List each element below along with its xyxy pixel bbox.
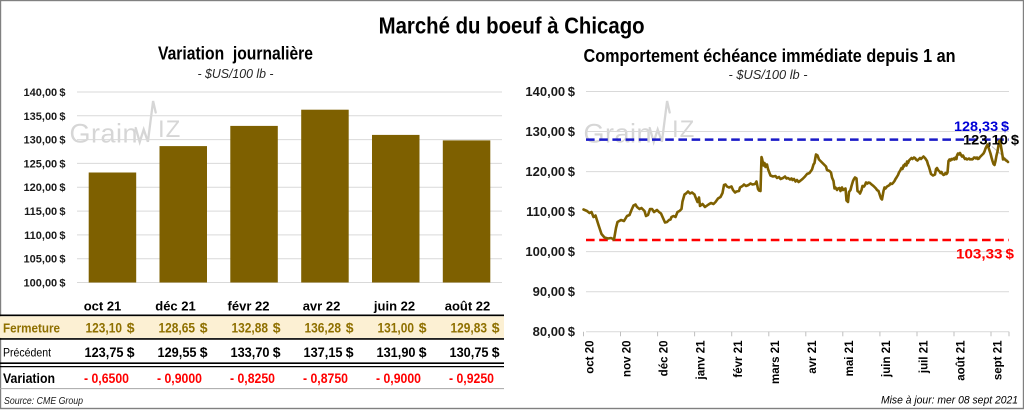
svg-text:Grain: Grain — [70, 119, 139, 149]
svg-text:130,00 $: 130,00 $ — [24, 135, 66, 147]
svg-text:avr 21: avr 21 — [807, 340, 819, 374]
svg-text:$: $ — [127, 319, 135, 335]
svg-text:janv 21: janv 21 — [696, 340, 708, 381]
svg-text:Source: CME Group: Source: CME Group — [4, 396, 83, 407]
svg-text:déc 20: déc 20 — [659, 341, 671, 377]
svg-text:Variation: Variation — [3, 371, 55, 386]
svg-text:103,33 $: 103,33 $ — [956, 246, 1014, 262]
svg-text:132,88: 132,88 — [232, 319, 269, 335]
svg-text:juin 22: juin 22 — [373, 299, 415, 314]
svg-text:févr 21: févr 21 — [733, 340, 745, 378]
svg-text:105,00 $: 105,00 $ — [24, 254, 66, 266]
svg-text:$: $ — [492, 344, 500, 360]
svg-text:Précédent: Précédent — [3, 346, 52, 360]
svg-text:135,00 $: 135,00 $ — [24, 111, 66, 123]
svg-text:$: $ — [346, 319, 354, 335]
svg-text:nov 20: nov 20 — [622, 341, 634, 377]
svg-text:IZ: IZ — [672, 116, 695, 143]
svg-text:128,65: 128,65 — [159, 319, 196, 335]
svg-text:123,10: 123,10 — [86, 319, 123, 335]
svg-text:IZ: IZ — [158, 116, 181, 143]
svg-text:sept 21: sept 21 — [993, 340, 1005, 380]
svg-text:août 22: août 22 — [445, 299, 491, 314]
svg-text:128,33 $: 128,33 $ — [954, 118, 1009, 134]
svg-text:$: $ — [273, 344, 281, 360]
svg-text:100,00 $: 100,00 $ — [525, 244, 575, 259]
svg-text:120,00 $: 120,00 $ — [24, 182, 66, 194]
svg-text:déc 21: déc 21 — [155, 299, 195, 314]
svg-text:- 0,9000: - 0,9000 — [157, 370, 202, 386]
svg-text:131,90: 131,90 — [377, 344, 416, 360]
svg-text:115,00 $: 115,00 $ — [24, 206, 65, 218]
svg-text:$: $ — [346, 344, 354, 360]
svg-text:136,28: 136,28 — [305, 319, 342, 335]
svg-text:$: $ — [200, 344, 208, 360]
svg-text:Grain: Grain — [584, 119, 653, 149]
svg-text:- 0,8250: - 0,8250 — [230, 370, 275, 386]
svg-text:Variation journalière: Variation journalière — [158, 44, 313, 64]
svg-text:Comportement échéance immédiat: Comportement échéance immédiate depuis 1… — [584, 46, 956, 66]
svg-text:130,75: 130,75 — [450, 344, 489, 360]
svg-text:129,83: 129,83 — [451, 319, 488, 335]
svg-text:- $US/100 lb -: - $US/100 lb - — [729, 67, 809, 82]
svg-text:$: $ — [419, 319, 427, 335]
svg-text:mars 21: mars 21 — [770, 340, 782, 384]
svg-text:juin 21: juin 21 — [881, 340, 893, 378]
svg-text:90,00 $: 90,00 $ — [533, 284, 576, 299]
svg-text:Marché du boeuf à Chicago: Marché du boeuf à Chicago — [379, 13, 645, 39]
svg-text:140,00 $: 140,00 $ — [525, 84, 575, 99]
svg-text:$: $ — [273, 319, 281, 335]
svg-text:août 21: août 21 — [955, 340, 967, 381]
svg-text:- 0,6500: - 0,6500 — [84, 370, 129, 386]
svg-text:140,00 $: 140,00 $ — [24, 87, 66, 99]
svg-text:123,10 $: 123,10 $ — [963, 132, 1019, 148]
svg-text:oct 20: oct 20 — [584, 341, 596, 374]
svg-text:129,55: 129,55 — [158, 344, 197, 360]
svg-text:- 0,9000: - 0,9000 — [376, 370, 421, 386]
svg-text:Fermeture: Fermeture — [3, 320, 60, 335]
svg-text:123,75: 123,75 — [85, 344, 124, 360]
svg-text:févr 22: févr 22 — [228, 299, 270, 314]
svg-text:mai 21: mai 21 — [844, 340, 856, 376]
svg-text:125,00 $: 125,00 $ — [24, 158, 66, 170]
svg-text:- 0,9250: - 0,9250 — [449, 370, 494, 386]
svg-text:- 0,8750: - 0,8750 — [303, 370, 348, 386]
svg-text:avr 22: avr 22 — [303, 299, 341, 314]
svg-text:130,00 $: 130,00 $ — [525, 124, 575, 139]
svg-text:$: $ — [419, 344, 427, 360]
svg-text:oct 21: oct 21 — [84, 299, 122, 314]
svg-text:133,70: 133,70 — [231, 344, 270, 360]
svg-text:$: $ — [127, 344, 135, 360]
svg-text:- $US/100 lb -: - $US/100 lb - — [198, 66, 275, 81]
svg-text:80,00 $: 80,00 $ — [533, 324, 576, 339]
svg-text:$: $ — [492, 319, 500, 335]
svg-text:110,00 $: 110,00 $ — [24, 230, 65, 242]
svg-text:$: $ — [200, 319, 208, 335]
svg-text:110,00 $: 110,00 $ — [526, 204, 576, 219]
svg-text:137,15: 137,15 — [304, 344, 343, 360]
svg-text:Mise à jour: mer 08 sept 2021: Mise à jour: mer 08 sept 2021 — [881, 395, 1018, 407]
svg-text:131,00: 131,00 — [378, 319, 415, 335]
svg-text:100,00 $: 100,00 $ — [24, 278, 66, 290]
svg-text:juil 21: juil 21 — [918, 340, 930, 374]
svg-text:120,00 $: 120,00 $ — [525, 164, 575, 179]
